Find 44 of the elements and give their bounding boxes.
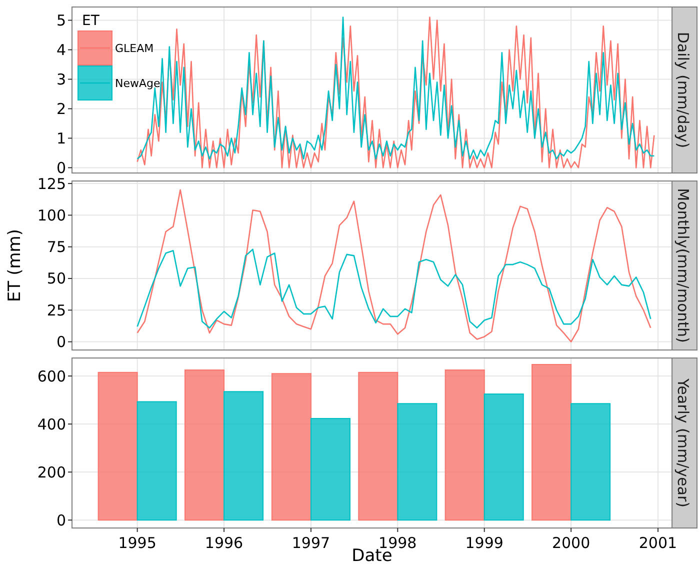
text: Monthly(mm/month) <box>674 188 692 343</box>
bar <box>358 372 398 521</box>
y-tick-label: 600 <box>37 367 66 386</box>
bar <box>224 391 264 521</box>
legend-label: GLEAM <box>115 42 154 55</box>
y-tick-label: 100 <box>37 206 66 224</box>
y-tick-label: 125 <box>37 174 66 193</box>
line-series <box>136 189 652 342</box>
bar <box>532 364 572 521</box>
y-axis-title: ET (mm) <box>5 229 25 302</box>
bar <box>484 394 524 521</box>
y-tick-label: 4 <box>56 41 66 60</box>
x-tick-label: 2001 <box>638 534 678 552</box>
x-tick-label: 1995 <box>118 534 156 552</box>
y-tick-label: 0 <box>56 511 66 530</box>
x-tick-label: 1998 <box>378 534 417 552</box>
y-tick-label: 5 <box>56 12 66 30</box>
y-tick-label: 3 <box>56 70 66 88</box>
y-tick-label: 2 <box>56 100 66 118</box>
y-tick-label: 0 <box>56 158 66 177</box>
text: Yearly (mm/year) <box>674 377 692 508</box>
bar <box>397 403 438 521</box>
bar <box>570 403 611 521</box>
x-tick-label: 1997 <box>292 534 330 552</box>
y-tick-label: 75 <box>46 238 66 256</box>
bar <box>184 370 225 521</box>
x-tick-label: 1999 <box>465 534 504 552</box>
y-tick-label: 400 <box>37 415 66 434</box>
bar <box>98 372 138 521</box>
bar <box>136 401 177 521</box>
legend-label: NewAge <box>115 77 160 90</box>
text: Daily (mm/day) <box>674 32 692 148</box>
y-tick-label: 25 <box>46 301 66 320</box>
legend-title: ET <box>82 13 100 29</box>
y-tick-label: 0 <box>56 333 66 352</box>
bar <box>271 373 312 521</box>
x-tick-label: 1996 <box>204 534 244 552</box>
line-series <box>136 248 652 328</box>
x-tick-label: 2000 <box>552 534 590 552</box>
bar <box>310 418 350 521</box>
bar <box>444 370 485 521</box>
y-tick-label: 200 <box>37 463 66 482</box>
y-tick-label: 1 <box>56 129 66 148</box>
y-tick-label: 50 <box>46 270 66 288</box>
